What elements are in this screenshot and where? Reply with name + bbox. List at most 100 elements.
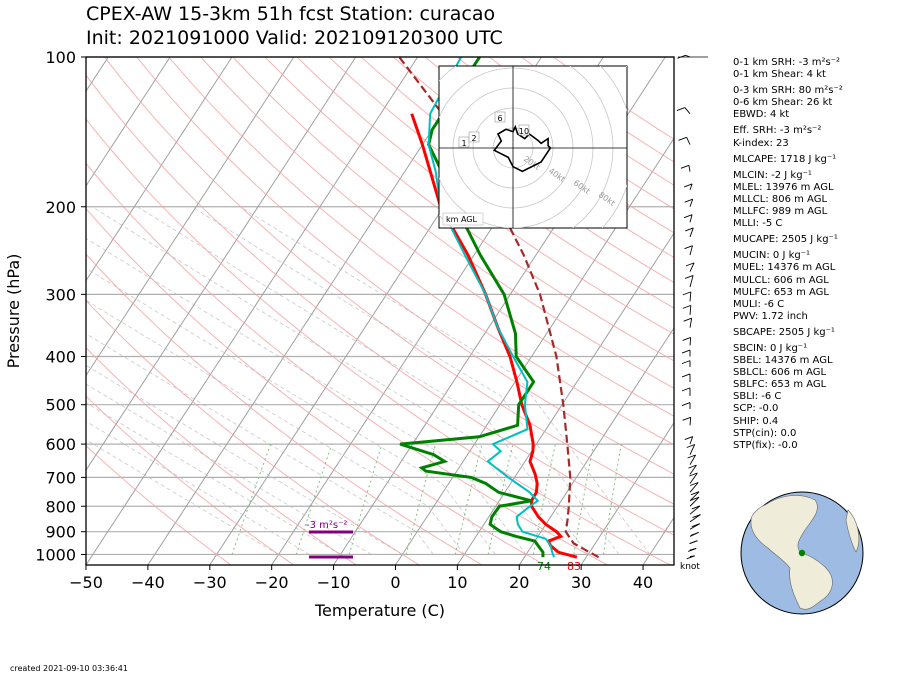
wind-barb	[689, 199, 694, 207]
dry-adiabat-line	[104, 57, 674, 505]
y-axis-label: Pressure (hPa)	[4, 254, 23, 369]
dry-adiabat-line	[86, 207, 546, 565]
wind-barb-flag	[691, 523, 700, 528]
wind-barb	[689, 291, 692, 302]
wind-barb-flag	[690, 531, 699, 536]
moist-adiabat-line	[86, 237, 527, 555]
x-tick-label: 40	[633, 573, 653, 592]
stat-line: MLEL: 13976 m AGL	[733, 181, 834, 193]
hodograph-height-label: 1	[461, 139, 466, 148]
wind-barb	[689, 245, 693, 256]
hodograph-height-box	[518, 124, 530, 136]
stat-line: SBEL: 14376 m AGL	[733, 355, 833, 367]
stat-line: MULFC: 653 m AGL	[733, 286, 829, 298]
wind-barb-flag	[688, 548, 697, 552]
stat-line: K-index: 23	[733, 137, 789, 149]
dry-adiabat-line	[86, 299, 421, 565]
wind-barb	[689, 491, 700, 502]
hodograph-height-label: 6	[497, 114, 502, 123]
isotherm-line	[642, 516, 674, 565]
y-tick-label: 200	[45, 198, 76, 217]
isotherm-line	[147, 57, 481, 565]
srh-annotation-label: -3 m²s⁻²	[306, 520, 347, 531]
wind-barb-flag	[685, 262, 695, 267]
stat-line: SBCIN: 0 J kg⁻¹	[733, 342, 808, 354]
surface-temperature-label: 83	[567, 560, 581, 573]
isotherm-line	[86, 57, 419, 565]
dry-adiabat-line	[86, 253, 484, 565]
dry-adiabat-line	[136, 57, 674, 475]
wind-barb-flag	[682, 304, 691, 309]
wind-barb-flag	[676, 107, 686, 111]
wind-barb-flag	[684, 245, 693, 250]
wind-barb-flag	[684, 183, 693, 188]
moist-adiabat-line	[191, 206, 620, 555]
wind-barb-flag	[682, 337, 691, 341]
wind-barb-flag	[682, 416, 691, 421]
isotherm-line	[209, 57, 542, 565]
created-timestamp: created 2021-09-10 03:36:41	[10, 664, 128, 673]
isotherm-line	[86, 57, 295, 377]
wind-barb-flag	[682, 291, 691, 296]
wind-barb	[689, 318, 693, 328]
dry-adiabat-line	[86, 395, 295, 565]
wind-barb-flag	[689, 472, 698, 477]
isotherm-line	[456, 232, 674, 565]
x-tick-label: 0	[390, 573, 400, 592]
hodograph-title: km AGL	[446, 215, 478, 224]
wind-barb-flag	[692, 514, 701, 518]
surface-dewpoint-label: 74	[537, 560, 551, 573]
wind-barb-flag	[688, 464, 697, 469]
wind-barb-flag	[690, 491, 700, 496]
hodograph-height-label: 10	[519, 127, 529, 136]
wind-barb-flag	[686, 555, 695, 560]
stat-line: 0-1 km SRH: -3 m²s⁻²	[733, 57, 840, 68]
moist-adiabat-line	[240, 206, 651, 555]
stat-line: SBLI: -6 C	[733, 391, 782, 403]
wind-barb-flag	[689, 540, 698, 545]
wind-barb	[689, 472, 698, 484]
wind-barb-flag	[680, 164, 690, 169]
moist-adiabat-line	[86, 333, 434, 555]
dry-adiabat-line	[264, 57, 674, 362]
stat-line: MLLFC: 989 m AGL	[733, 206, 828, 218]
wind-barb-flag	[681, 360, 691, 365]
globe-land-americas	[750, 495, 833, 610]
mixing-ratio-line	[573, 444, 594, 555]
stat-line: MLLCL: 806 m AGL	[733, 193, 828, 205]
dry-adiabat-line	[168, 57, 674, 446]
y-tick-label: 800	[45, 497, 76, 516]
stat-line: MLCAPE: 1718 J kg⁻¹	[733, 153, 837, 165]
stat-line: STP(cin): 0.0	[733, 427, 797, 439]
stability-indices-panel: 0-1 km SRH: -3 m²s⁻² 0-1 km Shear: 4 kt 0-…	[733, 57, 903, 452]
mixing-ratio-line	[231, 443, 272, 555]
globe-land-africa	[845, 509, 860, 553]
wind-barb	[689, 444, 696, 455]
moist-adiabat-line	[86, 267, 496, 555]
moist-adiabat-line	[137, 206, 589, 555]
x-tick-label: 30	[571, 573, 591, 592]
moist-adiabat-line	[86, 439, 279, 555]
y-tick-label: 600	[45, 435, 76, 454]
wind-barb	[689, 454, 696, 465]
stat-line: SCP: -0.0	[733, 403, 779, 415]
wind-barb	[689, 275, 694, 288]
dry-adiabat-line	[328, 57, 674, 309]
wind-barb	[689, 496, 700, 507]
wind-barb	[689, 505, 701, 515]
dry-adiabat-line	[86, 347, 358, 565]
stat-line: SBLCL: 606 m AGL	[733, 367, 827, 379]
wind-barb	[689, 417, 692, 426]
dry-adiabat-line	[86, 74, 674, 536]
stat-line: SBLFC: 653 m AGL	[733, 379, 827, 391]
isotherm-line	[580, 421, 674, 565]
y-tick-label: 1000	[35, 545, 76, 564]
hodograph-height-label: 2	[471, 134, 476, 143]
wind-barb	[688, 165, 691, 172]
moist-adiabat-line	[86, 299, 465, 555]
station-location-marker	[798, 549, 806, 557]
hodograph-title-box	[442, 212, 484, 226]
hodograph-trace	[493, 124, 552, 173]
y-tick-label: 100	[45, 48, 76, 67]
